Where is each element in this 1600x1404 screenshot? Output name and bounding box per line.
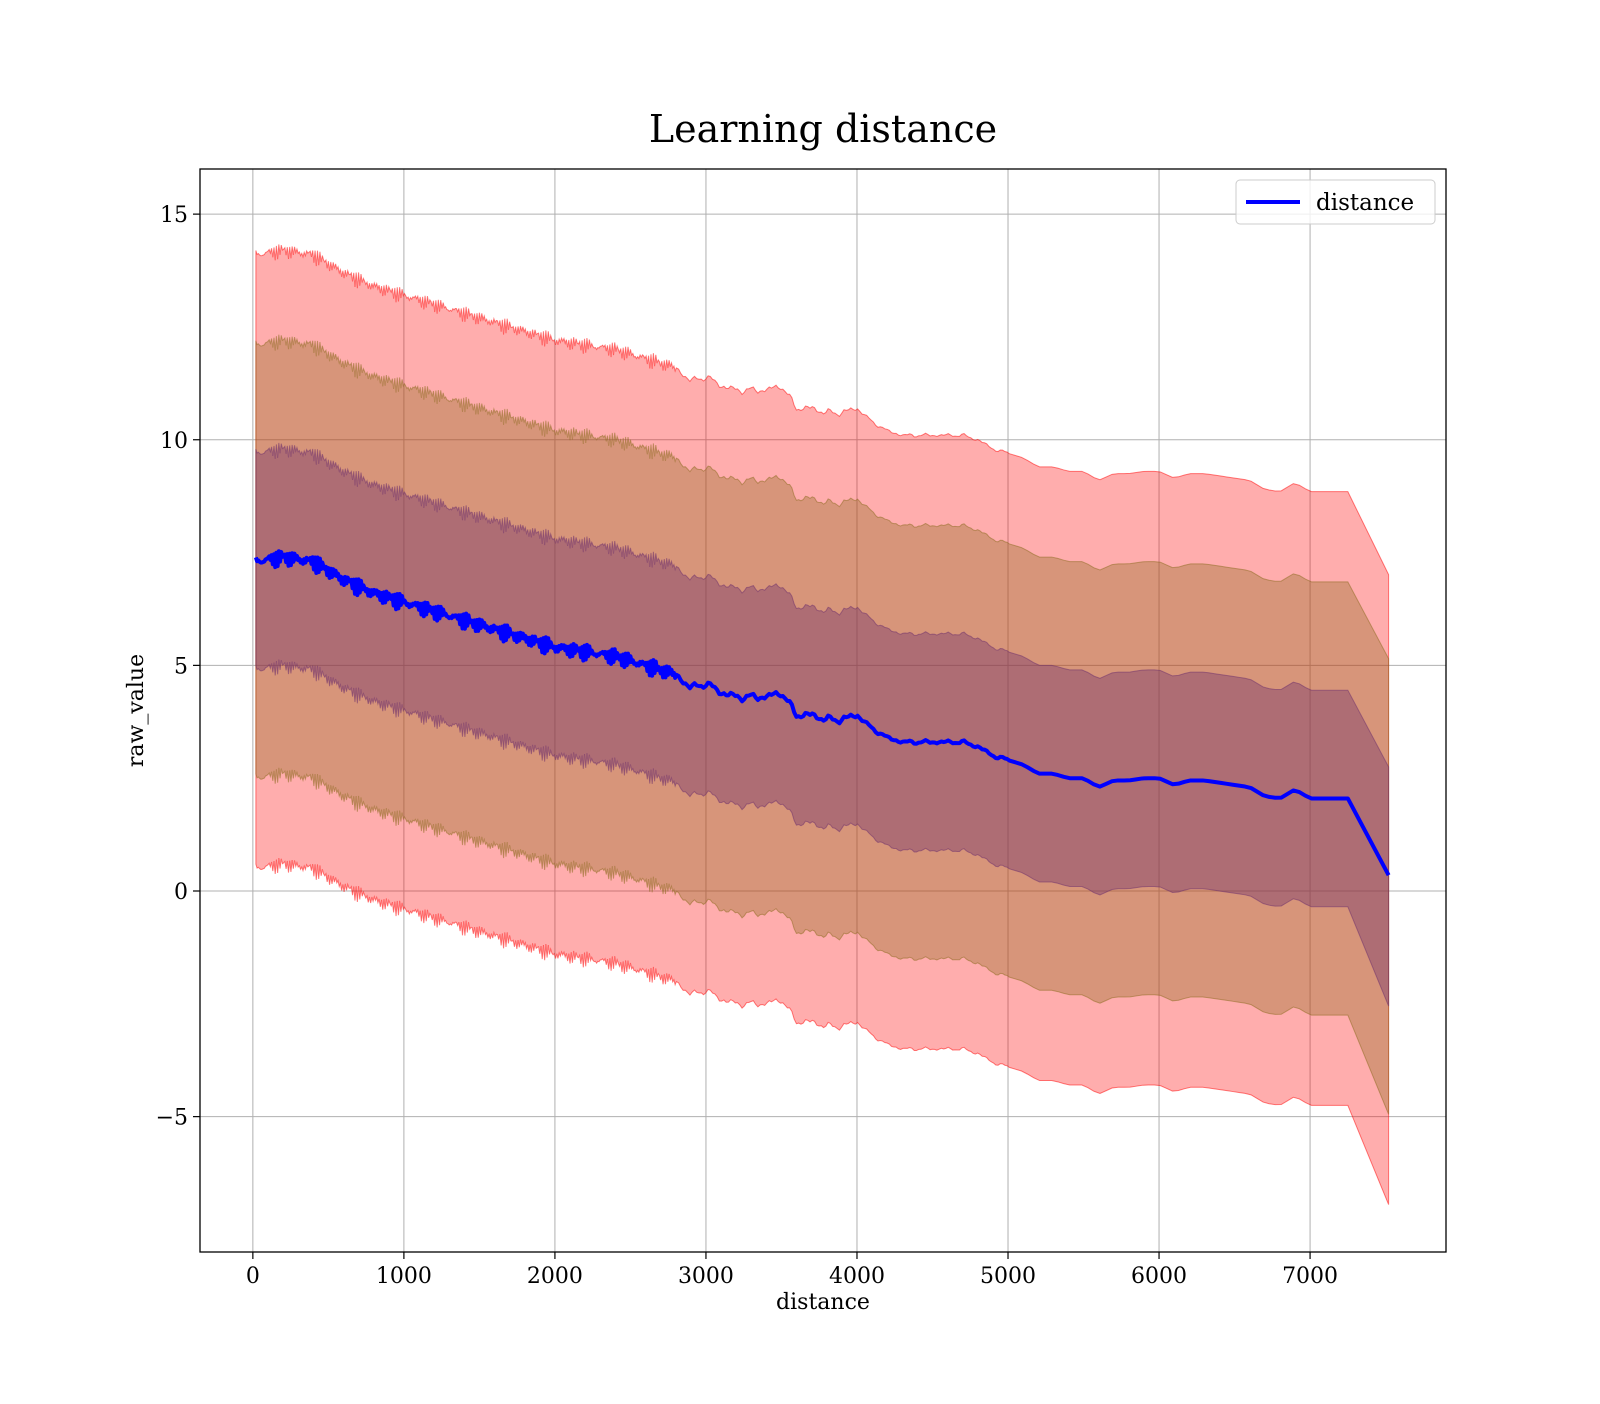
axis-ticks: 0 1000 2000 3000 4000 5000 6000 7000 −5 0 5 10 15	[156, 203, 1339, 1289]
confidence-bands	[255, 244, 1390, 1205]
legend-label-distance: distance	[1316, 190, 1414, 216]
x-tick-label: 6000	[1131, 1264, 1187, 1289]
axes-frame	[199, 168, 1447, 1253]
x-tick-label: 2000	[527, 1264, 583, 1289]
x-tick-label: 1000	[376, 1264, 432, 1289]
band-outer	[255, 244, 1390, 1205]
x-axis-title: distance	[776, 1290, 870, 1315]
chart-title: Learning distance	[649, 107, 997, 151]
band-inner	[255, 442, 1390, 1007]
y-tick-label: 5	[174, 654, 188, 679]
series-line-layer	[253, 549, 1391, 877]
x-tick-label: 5000	[980, 1264, 1036, 1289]
x-tick-label: 7000	[1282, 1264, 1338, 1289]
series-line-distance	[253, 549, 1391, 877]
x-tick-label: 4000	[829, 1264, 885, 1289]
y-tick-label: 10	[160, 429, 188, 454]
band-middle	[255, 334, 1390, 1115]
plot-frame	[199, 168, 1447, 1253]
legend: distance	[1235, 179, 1436, 225]
y-tick-label: 0	[174, 880, 188, 905]
y-tick-label: −5	[156, 1106, 188, 1131]
legend-box	[1235, 179, 1436, 225]
y-axis-title: raw_value	[124, 654, 149, 767]
x-tick-label: 3000	[678, 1264, 734, 1289]
x-tick-label: 0	[246, 1264, 260, 1289]
y-tick-label: 15	[160, 203, 188, 228]
